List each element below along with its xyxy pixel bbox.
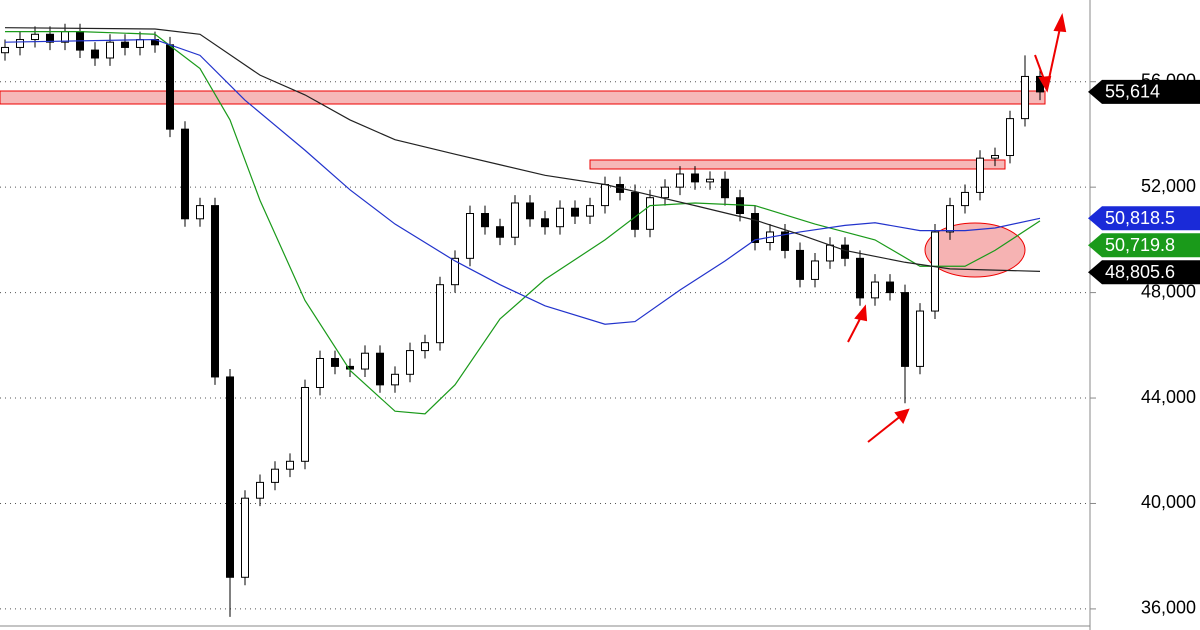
candle-body bbox=[91, 49, 99, 59]
candle-body bbox=[331, 357, 339, 367]
candle-body bbox=[196, 205, 204, 220]
zones bbox=[0, 90, 1046, 278]
y-tick-label: 52,000 bbox=[1141, 176, 1196, 196]
candle-body bbox=[166, 44, 174, 130]
candle-body bbox=[121, 41, 129, 48]
candle-body bbox=[1006, 118, 1014, 157]
candle-body bbox=[676, 173, 684, 188]
candle-body bbox=[556, 207, 564, 228]
candle-body bbox=[946, 205, 954, 233]
candle-body bbox=[46, 33, 54, 43]
candle-body bbox=[826, 244, 834, 262]
candle-body bbox=[901, 292, 909, 367]
candle-body bbox=[601, 184, 609, 207]
candle-body bbox=[691, 173, 699, 183]
candle-body bbox=[586, 205, 594, 217]
candle-body bbox=[706, 178, 714, 183]
candle-body bbox=[511, 202, 519, 238]
candle-body bbox=[286, 460, 294, 470]
candle-body bbox=[976, 157, 984, 193]
candle-body bbox=[541, 218, 549, 228]
moving-average bbox=[5, 31, 1041, 415]
candle-body bbox=[256, 481, 264, 499]
moving-average bbox=[4, 27, 1041, 272]
candle-body bbox=[631, 191, 639, 230]
candle-body bbox=[391, 373, 399, 386]
arrows bbox=[847, 12, 1067, 443]
grid bbox=[0, 81, 1090, 610]
price-label-box bbox=[1088, 260, 1200, 285]
y-tick-label: 48,000 bbox=[1141, 281, 1196, 301]
candle-body bbox=[301, 386, 309, 462]
price-label-box bbox=[1088, 206, 1200, 231]
moving-average bbox=[4, 38, 1041, 325]
price-label-box bbox=[1088, 233, 1200, 258]
price-labels: 55,614 50,818.5 50,719.8 48,805.6 bbox=[1088, 79, 1200, 285]
y-tick-label: 36,000 bbox=[1141, 598, 1196, 618]
candle-body bbox=[796, 249, 804, 280]
y-tick-label: 44,000 bbox=[1141, 387, 1196, 407]
candle-body bbox=[211, 205, 219, 378]
resistance-zone bbox=[0, 90, 1046, 105]
candle-body bbox=[751, 213, 759, 244]
candle-body bbox=[481, 213, 489, 228]
candle-body bbox=[916, 310, 924, 367]
candle-body bbox=[316, 357, 324, 388]
candle-body bbox=[226, 376, 234, 578]
candle-body bbox=[346, 365, 354, 370]
candle-body bbox=[811, 260, 819, 280]
candle-body bbox=[376, 352, 384, 386]
price-label: 50,719.8 bbox=[1105, 235, 1175, 255]
plot bbox=[1, 23, 1044, 617]
candle-body bbox=[781, 231, 789, 251]
candle-body bbox=[991, 155, 999, 159]
candle-body bbox=[16, 39, 24, 48]
candle-body bbox=[421, 342, 429, 352]
y-tick-label: 40,000 bbox=[1141, 492, 1196, 512]
candle-body bbox=[856, 257, 864, 299]
price-label: 50,818.5 bbox=[1105, 208, 1175, 228]
candle-body bbox=[466, 213, 474, 259]
price-label: 48,805.6 bbox=[1105, 262, 1175, 282]
candle-body bbox=[361, 352, 369, 370]
candle-body bbox=[1, 46, 9, 54]
price-label-box bbox=[1088, 79, 1200, 104]
candle-body bbox=[931, 231, 939, 312]
candle-body bbox=[451, 257, 459, 286]
candle-body bbox=[106, 41, 114, 59]
candle-body bbox=[841, 244, 849, 259]
candle-body bbox=[661, 186, 669, 199]
candle-body bbox=[181, 128, 189, 220]
candle-body bbox=[871, 281, 879, 299]
candle-body bbox=[1021, 75, 1029, 120]
candle-body bbox=[571, 207, 579, 217]
candle-body bbox=[646, 197, 654, 230]
candle-body bbox=[271, 468, 279, 483]
candle-body bbox=[31, 33, 39, 41]
candle-body bbox=[886, 281, 894, 294]
candle-body bbox=[136, 39, 144, 48]
candle-body bbox=[721, 178, 729, 199]
candle-body bbox=[526, 202, 534, 220]
candle-body bbox=[241, 497, 249, 578]
price-label: 55,614 bbox=[1105, 82, 1160, 102]
candle-body bbox=[961, 191, 969, 207]
candle-body bbox=[406, 350, 414, 375]
candle-body bbox=[436, 284, 444, 344]
resistance-zone bbox=[589, 159, 1006, 170]
candle-body bbox=[496, 226, 504, 238]
